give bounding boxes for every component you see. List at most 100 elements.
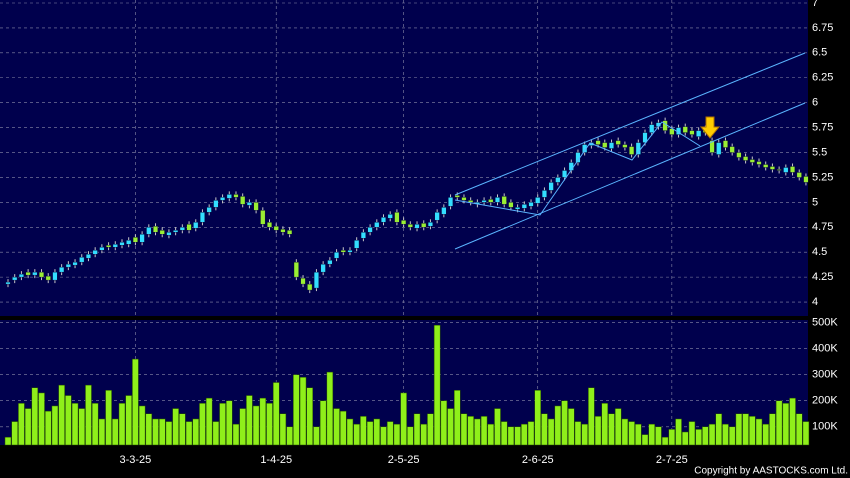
volume-bar: [762, 423, 769, 446]
candle-body: [736, 152, 742, 158]
volume-bar: [205, 397, 213, 446]
candle-body: [99, 247, 105, 251]
candle-body: [789, 166, 796, 173]
volume-bar: [702, 426, 709, 446]
volume-bar: [440, 400, 448, 446]
y-tick-label: 4: [812, 296, 818, 308]
volume-bar: [621, 418, 629, 446]
candle-body: [461, 197, 467, 201]
volume-bar: [755, 418, 763, 446]
volume-bar: [480, 416, 488, 446]
volume-bar: [266, 403, 273, 446]
candle-body: [394, 212, 400, 223]
candle-body: [25, 271, 31, 276]
volume-bar: [91, 403, 99, 446]
candle-body: [515, 207, 521, 210]
volume-bar: [534, 390, 541, 446]
x-tick-label: 2-6-25: [522, 454, 554, 466]
volume-bar: [407, 426, 414, 446]
volume-bar: [708, 423, 716, 446]
volume-bar: [427, 413, 434, 446]
volume-bar: [668, 429, 676, 446]
volume-bar: [326, 371, 334, 446]
candle-body: [360, 232, 366, 239]
candle-body: [387, 214, 393, 219]
volume-bar: [581, 423, 588, 446]
marks: [4, 117, 810, 446]
volume-bar: [695, 429, 702, 446]
candle-body: [287, 230, 293, 235]
candle-body: [220, 197, 226, 201]
volume-bar: [722, 423, 729, 446]
candle-body: [434, 212, 440, 221]
candle-body: [253, 202, 259, 211]
volume-bar: [138, 405, 146, 446]
x-tick-label: 3-3-25: [120, 454, 152, 466]
candle-body: [769, 166, 775, 170]
candle-body: [193, 222, 199, 229]
volume-bar: [24, 408, 32, 446]
volume-bar: [346, 418, 354, 446]
candle-body: [595, 140, 601, 145]
candle-body: [260, 210, 266, 225]
volume-bar: [11, 421, 18, 446]
volume-bar: [226, 400, 233, 446]
volume-bar: [675, 418, 682, 446]
volume-bar: [400, 392, 407, 446]
volume-bar: [380, 426, 387, 446]
candle-body: [146, 227, 152, 235]
candle-body: [481, 200, 487, 203]
candle-body: [508, 202, 514, 208]
candle-body: [783, 167, 789, 173]
candle-body: [18, 273, 24, 278]
candle-body: [112, 244, 118, 248]
y-tick-label: 5: [812, 196, 818, 208]
volume-bar: [105, 390, 112, 446]
volume-bar: [4, 436, 12, 446]
candle-body: [313, 271, 319, 289]
candle-body: [59, 266, 65, 273]
volume-bar: [386, 421, 394, 446]
candle-body: [213, 200, 219, 208]
volume-bar: [655, 426, 662, 446]
candle-body: [501, 196, 507, 205]
volume-bar: [185, 421, 193, 446]
volume-bar: [594, 416, 602, 446]
y-tick-label: 6.25: [812, 72, 833, 84]
volume-tick-label: 100K: [812, 421, 838, 433]
volume-bar: [118, 403, 126, 446]
volume-bar: [554, 405, 562, 446]
volume-bar: [588, 387, 595, 446]
volume-bar: [628, 421, 635, 446]
volume-bar: [728, 426, 736, 446]
candle-body: [608, 142, 615, 149]
candle-body: [776, 169, 782, 171]
volume-tick-label: 200K: [812, 395, 838, 407]
zigzag: [454, 121, 701, 216]
x-tick-label: 2-7-25: [656, 454, 688, 466]
volume-bar: [453, 390, 461, 446]
volume-bar: [574, 421, 582, 446]
candle-body: [649, 124, 655, 133]
candle-body: [79, 256, 85, 263]
volume-bar: [547, 418, 555, 446]
volume-bar: [527, 421, 535, 446]
volume-bar: [179, 413, 186, 446]
candle-body: [166, 232, 172, 236]
candle-body: [756, 161, 762, 165]
candle-body: [246, 202, 252, 206]
candle-body: [682, 126, 688, 133]
volume-bar: [541, 413, 548, 446]
candle-body: [199, 212, 206, 223]
volume-bar: [299, 377, 307, 446]
candle-body: [796, 172, 802, 178]
candle-body: [454, 195, 460, 198]
volume-bar: [58, 384, 65, 446]
candle-body: [65, 263, 71, 268]
candle-body: [52, 271, 58, 281]
volume-bar: [420, 423, 428, 446]
candle-body: [293, 261, 299, 278]
candle-body: [541, 190, 547, 198]
candle-body: [622, 144, 628, 148]
candle-body: [119, 242, 125, 246]
